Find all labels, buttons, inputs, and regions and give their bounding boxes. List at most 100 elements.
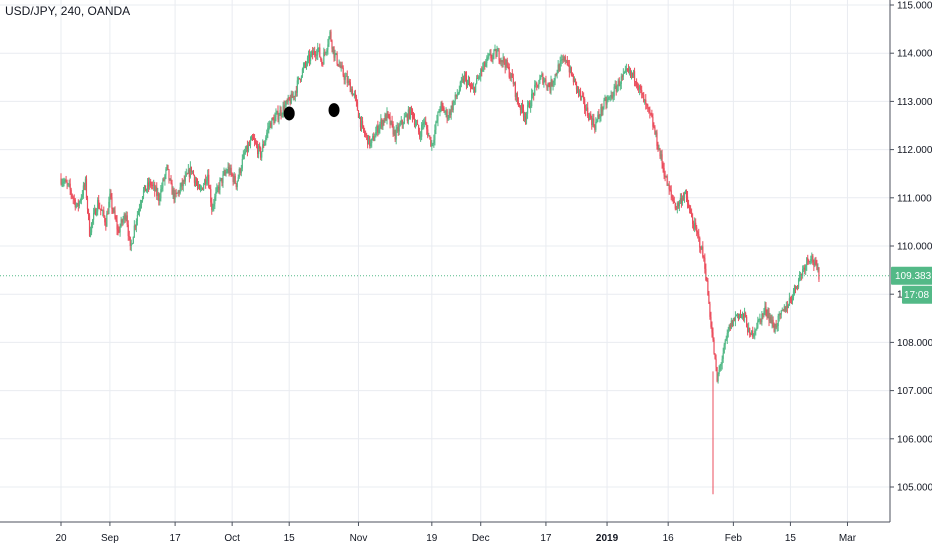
candle-body [601,106,603,112]
candle-body [426,124,428,130]
candle-body [440,103,442,110]
candle-body [445,110,447,113]
candle-body [369,136,371,146]
candle-body [193,175,196,183]
candle-body [126,215,128,225]
candle-body [344,76,346,80]
candle-body [406,114,408,121]
candle-body [573,78,576,83]
candle-body [595,121,597,130]
candle-body [760,318,762,323]
candle-body [159,198,161,201]
candle-body [688,208,691,210]
candle-body [661,154,663,164]
candle-body [221,178,223,183]
candle-body [458,90,460,93]
candle-body [618,80,620,86]
candle-body [792,291,795,298]
candle-body [434,129,436,140]
candle-body [464,74,467,77]
candle-body [101,209,103,211]
candle-body [641,90,643,93]
candle-body [238,168,240,178]
candle-body [243,153,245,155]
time-tick-label: 17 [170,533,182,544]
candle-body [142,190,145,197]
candle-body [645,99,647,104]
candle-body [196,183,199,186]
candle-body [439,109,441,112]
annotation-dot[interactable] [283,106,295,121]
candle-body [105,222,107,227]
time-tick-label: Dec [472,533,490,544]
candle-body [241,158,243,169]
candle-body [183,180,185,182]
candle-body [745,312,747,317]
candle-body [633,71,636,82]
candle-body [144,185,147,192]
candle-body [263,144,265,146]
candle-body [462,78,465,83]
candle-body [657,145,659,151]
candle-body [181,182,183,187]
candle-body [401,120,403,124]
candle-body [397,127,399,132]
candle-body [115,217,117,221]
candle-body [164,175,166,181]
candle-body [465,76,468,86]
candle-body [491,58,493,60]
candle-body [404,116,406,118]
candle-body [517,101,520,106]
candle-body [275,113,277,117]
candle-body [133,225,135,237]
candle-body [791,297,794,301]
candle-body [301,69,304,77]
candle-body [358,116,361,118]
candle-body [807,257,809,261]
candle-body [545,79,547,85]
candle-body [496,51,498,57]
candle-body [764,306,766,312]
candle-body [495,49,497,57]
candle-body [104,216,106,223]
time-tick-label: 16 [663,533,675,544]
candle-body [638,87,640,90]
candle-body [577,87,580,93]
candle-body [216,187,218,192]
candle-body [457,92,459,95]
candle-body [660,154,662,157]
candle-body [753,334,755,337]
candle-body [97,200,99,212]
candle-body [594,125,596,130]
candle-body [260,147,262,158]
candle-body [467,81,470,83]
candle-body [608,97,610,99]
candle-body [402,123,404,125]
candle-body [285,100,287,105]
candle-body [699,237,701,248]
candle-body [709,303,711,317]
candle-body [757,320,759,328]
candle-body [103,210,105,217]
candle-body [763,311,765,315]
annotation-dot[interactable] [328,103,340,118]
candle-body [62,182,64,184]
candle-body [316,54,318,56]
candle-body [722,353,724,359]
candle-body [268,125,270,128]
candle-body [804,267,806,271]
candle-body [84,178,87,187]
candle-body [317,47,319,55]
candle-body [417,124,420,132]
candle-body [447,118,449,120]
candle-body [622,73,624,77]
candle-body [754,330,756,335]
candle-body [220,178,222,180]
candle-body [135,221,137,227]
candle-body [420,136,422,138]
candle-body [102,210,104,212]
candle-body [788,298,791,305]
candle-body [251,136,254,138]
candle-body [287,97,289,102]
